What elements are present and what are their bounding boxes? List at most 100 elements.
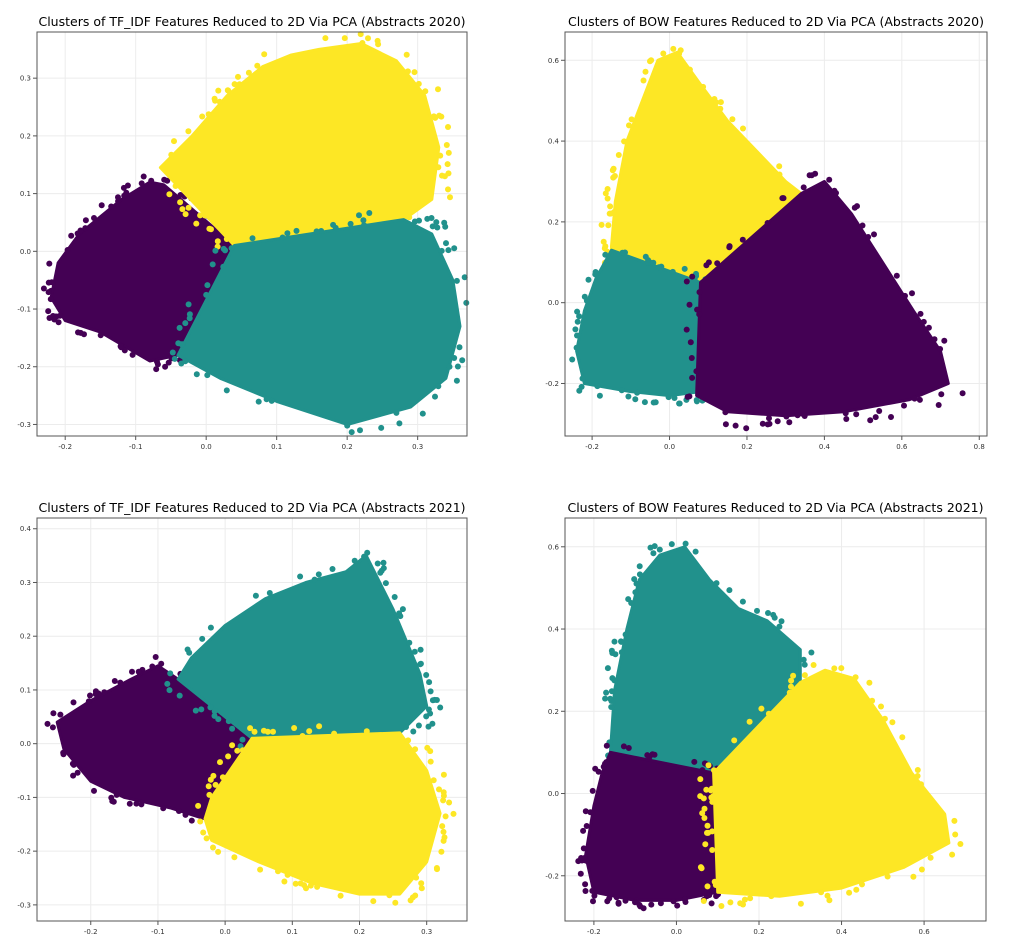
point xyxy=(140,173,147,180)
point xyxy=(608,688,615,695)
point xyxy=(254,62,261,69)
point xyxy=(640,905,647,912)
point xyxy=(626,122,632,129)
point xyxy=(186,315,193,322)
point xyxy=(45,308,52,315)
point xyxy=(351,557,358,564)
point xyxy=(696,289,703,296)
point xyxy=(220,245,227,252)
point xyxy=(651,751,658,758)
point xyxy=(611,173,618,179)
point xyxy=(700,83,707,90)
point xyxy=(199,113,206,120)
y-tick-label: -0.2 xyxy=(17,363,31,371)
point xyxy=(392,899,399,906)
y-tick-label: 0.0 xyxy=(548,790,559,798)
point xyxy=(202,212,208,219)
point xyxy=(316,723,323,730)
point xyxy=(229,742,236,749)
point xyxy=(415,722,422,729)
point xyxy=(433,697,440,703)
point xyxy=(694,306,701,313)
point xyxy=(255,398,262,405)
point xyxy=(704,829,710,836)
x-tick-label: -0.1 xyxy=(129,443,143,451)
point xyxy=(786,419,793,426)
point xyxy=(427,688,434,695)
point xyxy=(215,716,222,723)
point xyxy=(411,69,418,76)
y-tick-label: 0.4 xyxy=(548,626,560,634)
point xyxy=(710,793,717,799)
point xyxy=(702,841,709,848)
point xyxy=(195,802,202,809)
panel-bow-2020: Clusters of BOW Features Reduced to 2D V… xyxy=(545,14,988,451)
point xyxy=(347,220,354,227)
point xyxy=(655,264,662,271)
point xyxy=(399,606,406,613)
point xyxy=(405,737,412,744)
point xyxy=(671,395,678,401)
point xyxy=(800,656,807,663)
point xyxy=(299,733,306,739)
point xyxy=(696,311,703,318)
point xyxy=(425,723,432,730)
point xyxy=(450,810,457,817)
point xyxy=(303,885,309,892)
point xyxy=(957,841,964,847)
point xyxy=(91,215,97,221)
point xyxy=(91,787,97,794)
point xyxy=(424,744,431,751)
chart-title: Clusters of BOW Features Reduced to 2D V… xyxy=(567,14,985,29)
point xyxy=(613,894,620,901)
point xyxy=(648,57,655,64)
point xyxy=(618,387,625,394)
point xyxy=(620,743,627,750)
point xyxy=(348,429,355,436)
point xyxy=(463,299,470,306)
point xyxy=(642,68,649,75)
point xyxy=(60,751,67,758)
point xyxy=(275,868,281,875)
point xyxy=(344,422,351,429)
point xyxy=(911,395,918,402)
point xyxy=(603,759,610,766)
point xyxy=(583,823,590,829)
point xyxy=(607,695,614,702)
point xyxy=(917,310,924,317)
point xyxy=(778,618,785,625)
point xyxy=(176,324,183,331)
point xyxy=(443,142,450,148)
point xyxy=(306,728,313,735)
point xyxy=(843,416,850,422)
point xyxy=(808,172,815,179)
x-tick-label: 0.0 xyxy=(201,443,212,451)
point xyxy=(357,427,363,434)
point xyxy=(423,672,430,678)
x-tick-label: 0.1 xyxy=(271,443,282,451)
point xyxy=(935,402,942,408)
point xyxy=(582,888,589,894)
point xyxy=(406,214,413,221)
point xyxy=(925,324,932,331)
x-tick-label: 0.3 xyxy=(421,928,432,936)
point xyxy=(600,238,607,245)
point xyxy=(115,194,121,201)
point xyxy=(676,400,683,407)
point xyxy=(200,829,207,836)
point xyxy=(212,781,219,788)
point xyxy=(706,892,713,899)
point xyxy=(393,409,400,416)
point xyxy=(404,68,411,75)
point xyxy=(417,660,424,667)
point xyxy=(177,199,184,206)
point xyxy=(171,138,177,145)
point xyxy=(337,892,344,899)
point xyxy=(357,31,364,38)
point xyxy=(691,758,698,765)
point xyxy=(718,903,725,909)
point xyxy=(708,900,715,907)
point xyxy=(171,355,178,362)
point xyxy=(622,631,629,638)
point xyxy=(572,326,579,333)
